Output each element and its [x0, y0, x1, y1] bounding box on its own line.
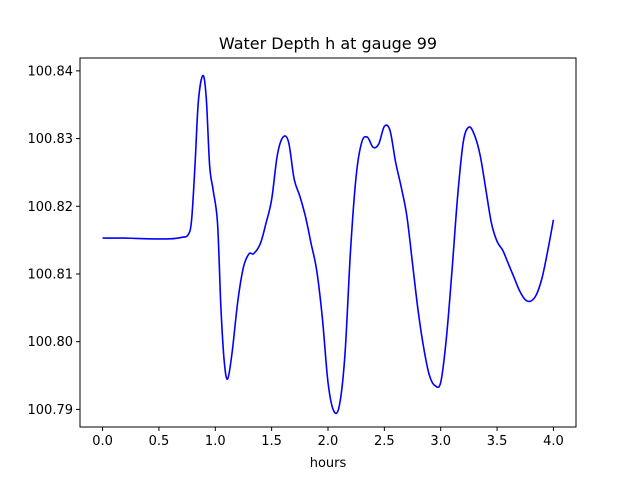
y-axis: 100.79 100.80 100.81 100.82 100.83 100.84	[28, 64, 80, 418]
x-tick-label: 1.0	[205, 434, 226, 449]
x-tick-label: 2.5	[374, 434, 395, 449]
x-tick-label: 0.5	[149, 434, 170, 449]
y-tick-label: 100.83	[28, 132, 74, 147]
chart-title: Water Depth h at gauge 99	[219, 34, 437, 53]
y-tick-label: 100.84	[28, 64, 74, 79]
y-tick-label: 100.80	[28, 335, 74, 350]
x-tick-label: 2.0	[318, 434, 339, 449]
x-tick-label: 3.5	[487, 434, 508, 449]
series-line	[102, 74, 555, 415]
y-tick-label: 100.79	[28, 403, 74, 418]
y-tick-label: 100.81	[28, 267, 74, 282]
plot-frame	[79, 57, 577, 428]
x-tick-label: 3.0	[430, 434, 451, 449]
x-axis-label: hours	[310, 456, 347, 471]
y-tick-label: 100.82	[28, 200, 74, 215]
x-tick-label: 0.0	[92, 434, 113, 449]
series-layer	[102, 74, 555, 415]
x-tick-label: 1.5	[261, 434, 282, 449]
x-axis: 0.0 0.5 1.0 1.5 2.0 2.5 3.0 3.5 4.0	[92, 427, 564, 449]
x-tick-label: 4.0	[543, 434, 564, 449]
